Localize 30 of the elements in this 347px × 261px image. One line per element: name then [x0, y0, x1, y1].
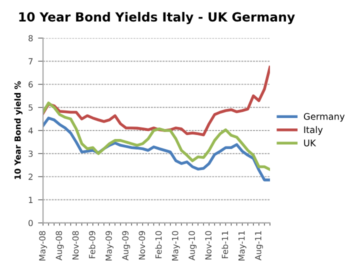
y-tick-label: 7 — [28, 58, 33, 64]
legend-label: Italy — [304, 126, 323, 135]
x-tick-label: Feb-10 — [155, 231, 162, 258]
x-tick-label: Aug-10 — [188, 231, 197, 260]
legend-label: Germany — [304, 113, 345, 122]
x-tick-label: Aug-08 — [56, 231, 64, 260]
y-tick-label: 3 — [28, 150, 33, 157]
y-tick-label: 0 — [28, 220, 33, 226]
x-tick-label: Nov-10 — [205, 231, 212, 260]
legend-label: UK — [304, 140, 316, 146]
line-series — [43, 116, 270, 182]
y-tick-label: 1 — [28, 196, 33, 203]
chart-title: 10 Year Bond Yields Italy - UK Germany — [19, 12, 295, 24]
x-tick-label: Feb-09 — [88, 231, 96, 258]
y-axis-title: 10 Year Bond yield % — [14, 81, 22, 180]
x-tick-label: May-10 — [172, 231, 180, 260]
x-tick-label: Nov-08 — [72, 231, 79, 260]
x-tick-label: Nov-09 — [138, 231, 146, 260]
x-tick-label: May-08 — [39, 231, 48, 260]
line-series — [43, 102, 270, 171]
y-tick-label: 4 — [28, 128, 33, 134]
y-tick-label: 2 — [28, 174, 32, 180]
x-tick-label: May-09 — [106, 231, 114, 260]
x-tick-label: Aug-09 — [122, 231, 130, 260]
x-tick-label: Feb-11 — [222, 231, 228, 258]
y-tick-label: 5 — [28, 104, 33, 111]
x-tick-label: Aug-11 — [255, 231, 263, 260]
y-tick-label: 6 — [28, 81, 33, 88]
x-tick-label: May-11 — [238, 231, 246, 260]
y-tick-label: 8 — [28, 35, 33, 42]
